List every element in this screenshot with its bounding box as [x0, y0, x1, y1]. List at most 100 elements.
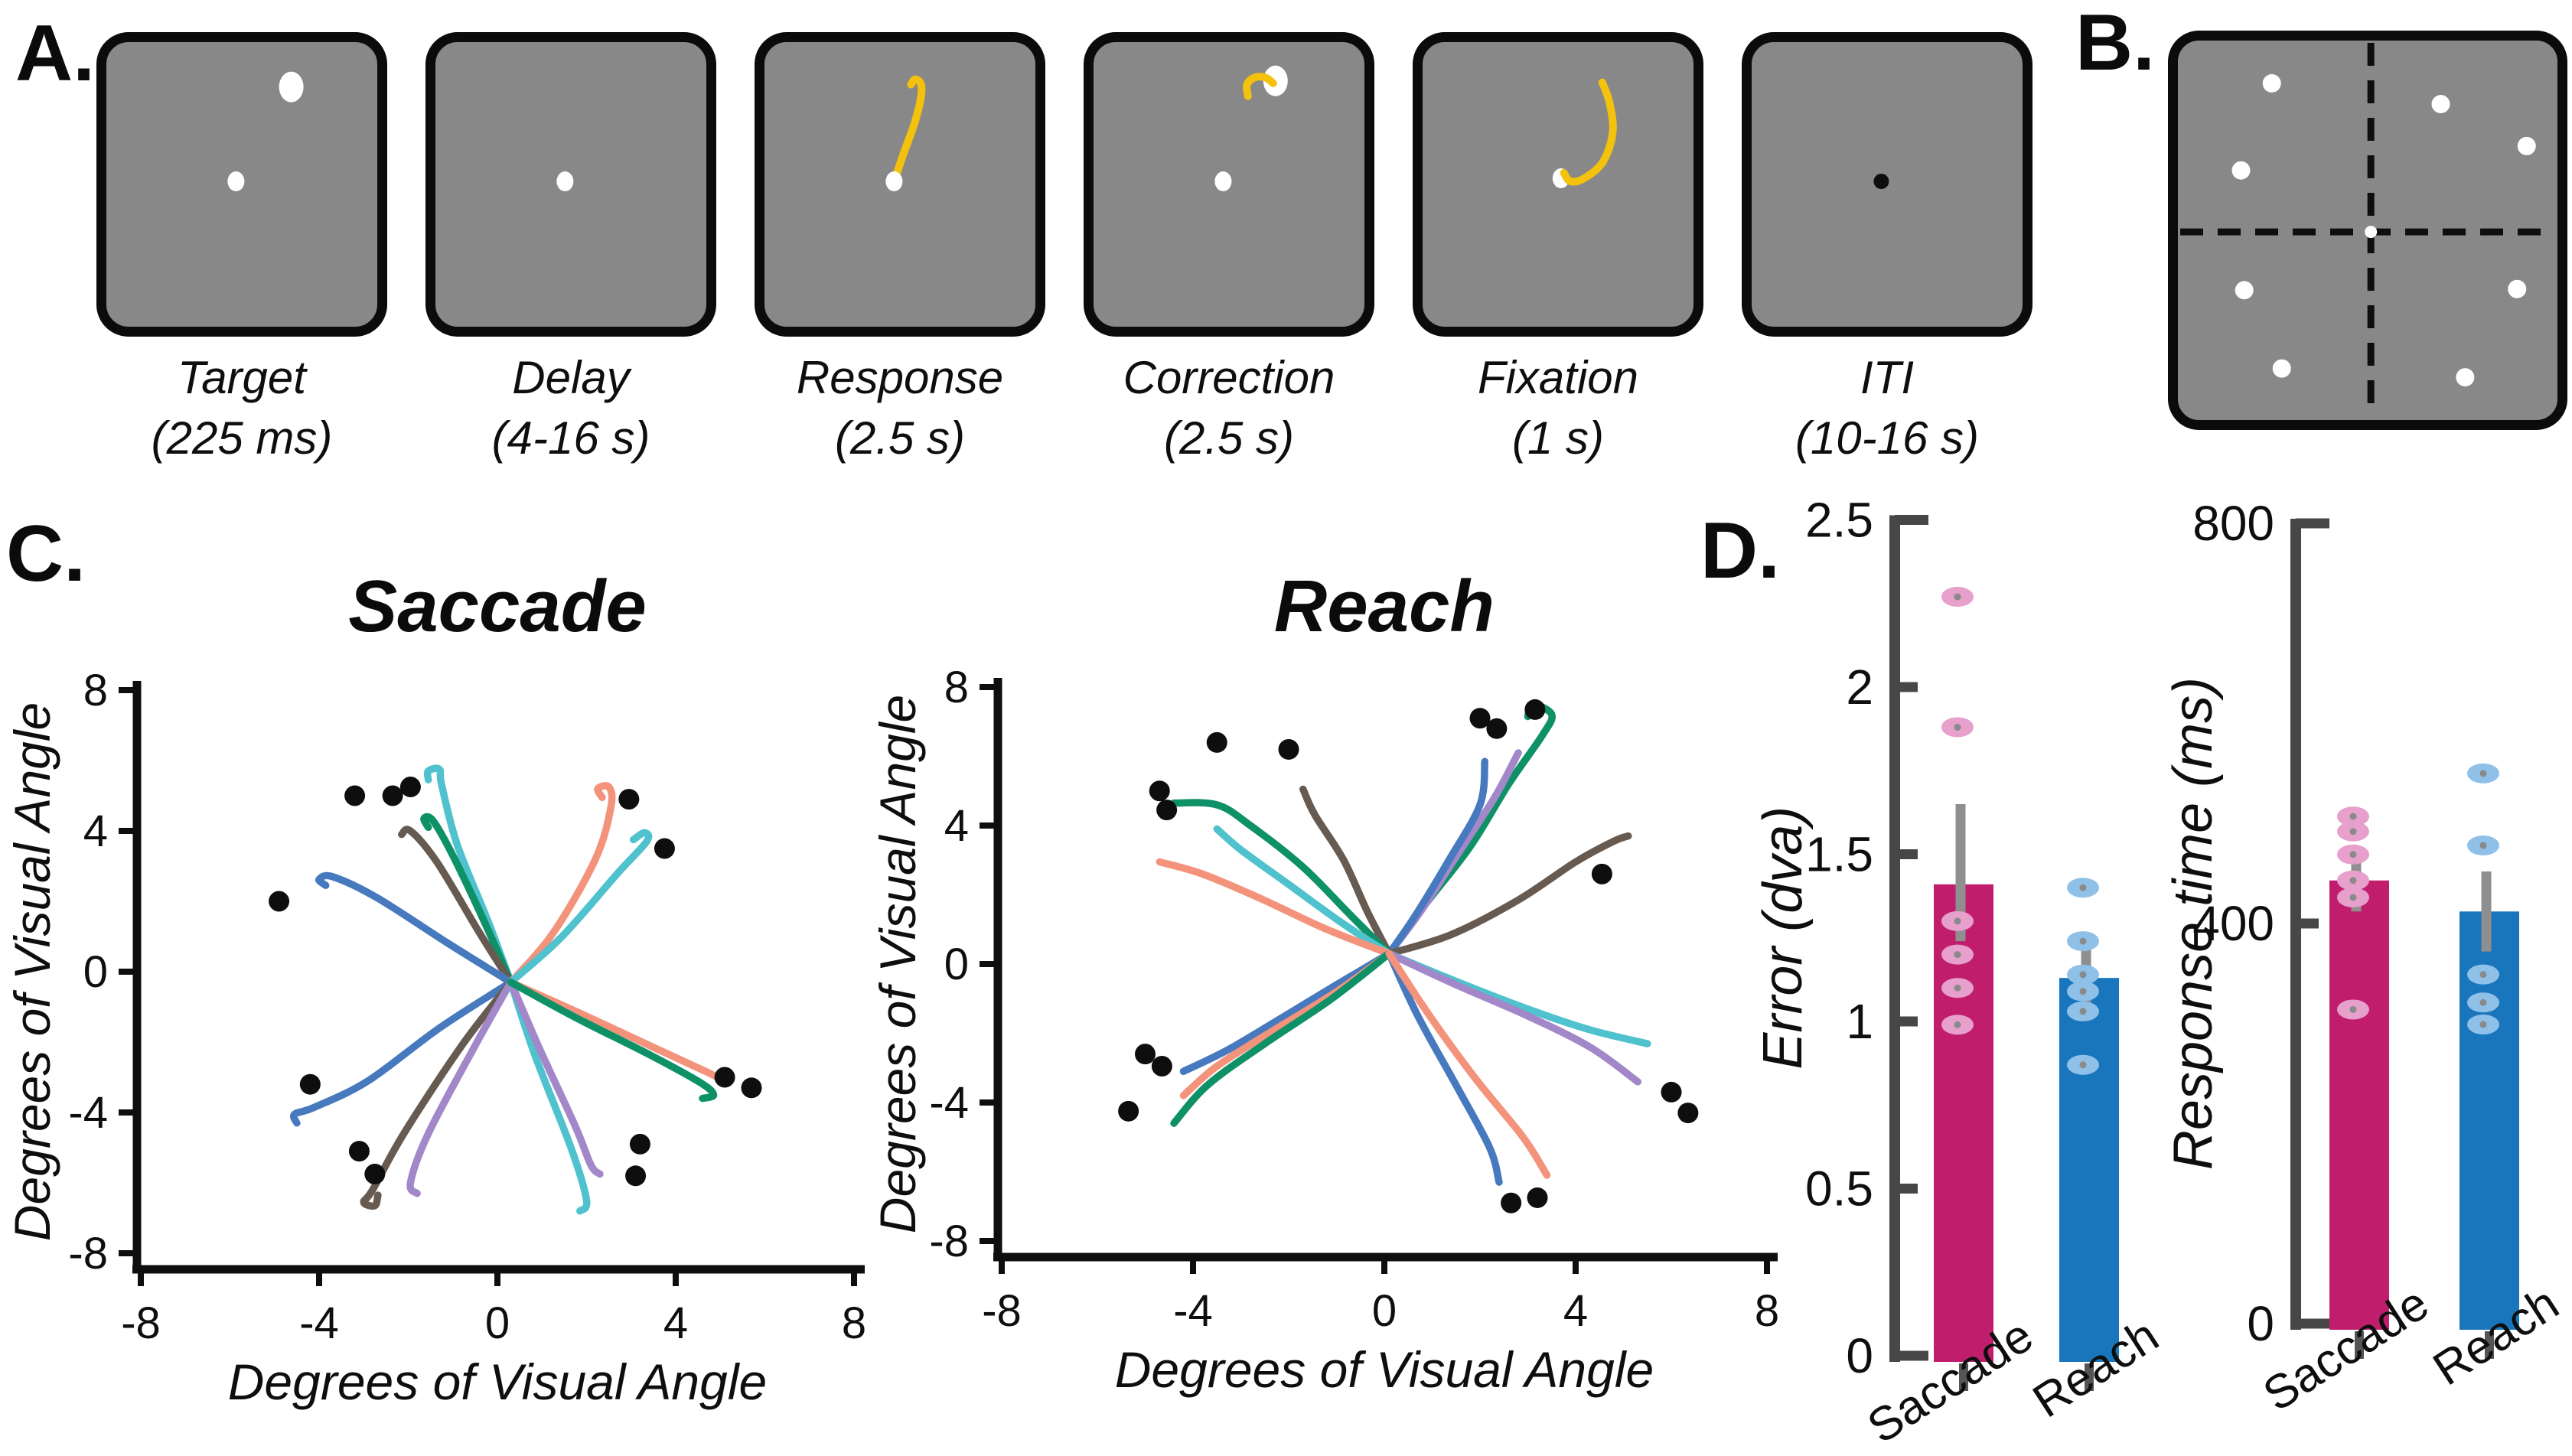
data-point-center	[1954, 917, 1961, 925]
target-dot	[714, 1067, 735, 1088]
screen-content-iti	[1873, 174, 1889, 190]
screen-content-response	[885, 75, 926, 192]
screen-label-iti: ITI (10-16 s)	[1696, 347, 2078, 468]
movement-trajectory	[1170, 799, 1394, 958]
y-axis-label: Degrees of Visual Angle	[4, 702, 60, 1241]
screen-label-line2: (1 s)	[1512, 412, 1604, 464]
target-dot	[1151, 1055, 1172, 1077]
movement-trajectory	[420, 813, 515, 986]
y-tick-label: -4	[929, 1078, 969, 1128]
movement-trajectory	[507, 979, 725, 1083]
data-point-center	[2079, 1008, 2087, 1015]
bar-reach	[2059, 978, 2119, 1362]
saccade-trajectory-plot: Saccade Degrees of Visual Angle Degrees of…	[4, 565, 866, 1410]
screen-content-target	[227, 71, 304, 192]
plot-title: Saccade	[348, 565, 647, 647]
screen-label-line1: Delay	[512, 352, 630, 403]
target-dot	[1527, 1187, 1548, 1208]
target-location-dot	[2262, 73, 2281, 93]
panel-a-screens: Target (225 ms) Delay (4-16 s) Response (2.5 …	[0, 0, 2066, 474]
movement-trajectory	[290, 979, 515, 1127]
plot-title: Reach	[1274, 565, 1495, 647]
panel-b-target-layout	[2168, 31, 2567, 430]
x-tick-label: -8	[982, 1286, 1022, 1336]
movement-trajectory	[1385, 757, 1489, 958]
screen-content-correction	[1214, 65, 1288, 192]
screen-label-line2: (2.5 s)	[834, 412, 966, 464]
target-dot	[399, 777, 421, 797]
y-tick-label: 0	[944, 940, 969, 989]
target-location-dot	[2272, 359, 2291, 378]
screen-label-delay: Delay (4-16 s)	[380, 347, 762, 468]
movement-trajectory	[1385, 949, 1642, 1086]
data-point-center	[2079, 937, 2087, 945]
target-dot	[654, 838, 675, 859]
eye-trajectory	[1243, 73, 1277, 100]
target-dot	[1135, 1044, 1156, 1065]
data-point-center	[2479, 971, 2487, 979]
data-point-center	[1954, 723, 1961, 731]
target-dot	[1118, 1100, 1139, 1122]
target-location-dot	[2456, 368, 2475, 387]
reach-trajectory-plot: Reach Degrees of Visual Angle Degrees of V…	[869, 565, 1779, 1398]
movement-trajectory	[1156, 858, 1394, 958]
screen-label-fixation: Fixation (1 s)	[1367, 347, 1749, 468]
panel-c-letter: C.	[6, 510, 86, 598]
target-dot	[344, 785, 366, 806]
data-point-center	[2479, 842, 2487, 849]
screen-label-line1: ITI	[1860, 352, 1914, 403]
x-tick-label: 4	[663, 1298, 688, 1348]
movement-trajectory	[1170, 949, 1394, 1127]
y-tick-label: 1.5	[1805, 827, 1873, 882]
y-tick-label: 2	[1846, 660, 1873, 715]
data-point-center	[2349, 813, 2357, 820]
y-tick-label: 0	[2247, 1296, 2274, 1351]
screen-label-correction: Correction (2.5 s)	[1038, 347, 1420, 468]
y-tick-label: 0	[1846, 1328, 1873, 1383]
y-tick-label: 2.5	[1805, 493, 1873, 548]
y-tick-label: 1	[1846, 994, 1873, 1049]
screen-label-target: Target (225 ms)	[51, 347, 433, 468]
screen-label-line2: (2.5 s)	[1163, 412, 1295, 464]
y-tick-label: 4	[83, 806, 108, 856]
target-dot	[1591, 863, 1612, 884]
data-point-center	[2479, 998, 2487, 1006]
target-dot	[382, 785, 403, 806]
data-point-center	[2349, 877, 2357, 884]
screen-response	[755, 32, 1045, 337]
target-location-dot	[2235, 281, 2254, 300]
fixation-dot	[227, 171, 245, 192]
movement-trajectory	[507, 829, 653, 986]
y-tick-label: 8	[944, 663, 969, 712]
screen-content-fixation	[1552, 78, 1617, 189]
movement-trajectory	[507, 979, 718, 1103]
screen-label-line1: Target	[178, 352, 306, 403]
target-location-dot	[2508, 279, 2527, 298]
y-axis-label: Degrees of Visual Angle	[869, 695, 926, 1233]
data-point-center	[2079, 988, 2087, 995]
movement-trajectory	[1179, 949, 1394, 1076]
target-dot	[269, 891, 290, 912]
screen-label-line2: (225 ms)	[151, 412, 333, 464]
screen-label-line2: (10-16 s)	[1795, 412, 1980, 464]
data-point-center	[2349, 851, 2357, 858]
screen-label-line1: Response	[796, 352, 1004, 403]
target-dot	[364, 1164, 386, 1184]
fixation-dot	[1214, 171, 1232, 192]
panel-d-letter: D.	[1700, 507, 1780, 595]
target-dot	[1278, 738, 1299, 760]
movement-trajectory	[507, 979, 591, 1215]
x-tick-label: -8	[121, 1298, 161, 1348]
data-point-center	[1954, 593, 1961, 601]
movement-trajectory	[1385, 832, 1632, 958]
movement-trajectory	[1299, 785, 1394, 958]
screen-fixation	[1413, 32, 1703, 337]
y-tick-label: 800	[2192, 496, 2274, 551]
fixation-dot	[556, 171, 574, 192]
y-tick-label: 0	[83, 947, 108, 997]
y-tick-label: 4	[944, 801, 969, 851]
screen-label-line2: (4-16 s)	[491, 412, 650, 464]
